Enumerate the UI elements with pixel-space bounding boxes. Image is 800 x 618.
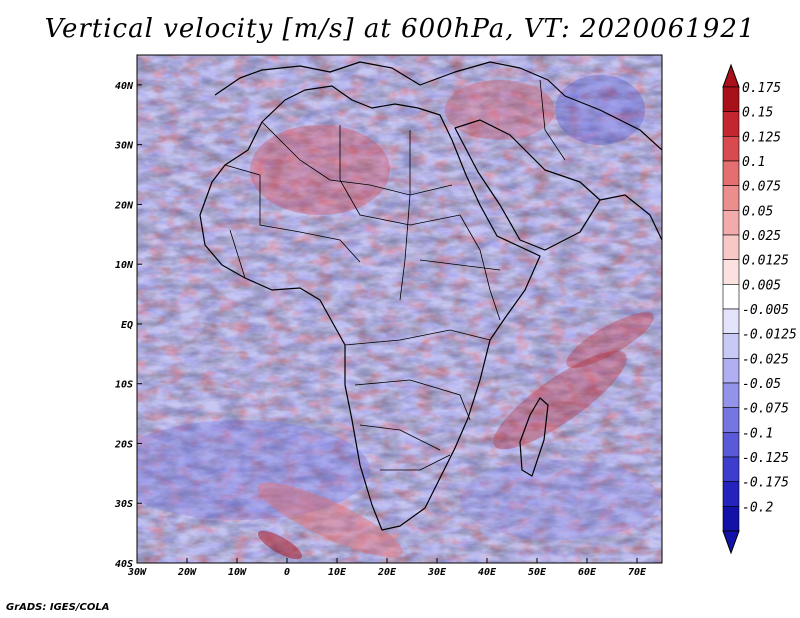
country-borders: [224, 79, 566, 471]
colorbar-swatch: [722, 407, 740, 433]
lon-tick-label: 30E: [427, 567, 447, 578]
colorbar-swatch: [722, 234, 740, 260]
lon-tick-label: 20E: [377, 567, 397, 578]
colorbar-label: -0.025: [742, 352, 789, 367]
colorbar-swatch: [722, 210, 740, 236]
colorbar-swatch: [722, 481, 740, 507]
coastlines: [199, 61, 662, 531]
lat-tick-label: 20N: [114, 200, 134, 211]
colorbar-label: -0.1: [742, 426, 773, 441]
lat-tick-label: 40N: [115, 81, 134, 92]
colorbar-swatch: [722, 136, 740, 162]
colorbar-swatch: [722, 382, 740, 408]
lon-tick-label: 70E: [628, 567, 647, 578]
lat-tick-label: 10S: [115, 380, 133, 391]
colorbar-label: -0.175: [742, 476, 789, 491]
africa-coastline: [199, 85, 541, 531]
colorbar-label: 0.05: [742, 204, 773, 219]
lon-tick-label: 30W: [127, 567, 147, 578]
colorbar-swatch: [722, 456, 740, 482]
colorbar-swatch: [722, 358, 740, 384]
grads-credit: GrADS: IGES/COLA: [6, 602, 110, 613]
asia-coastline: [599, 194, 662, 241]
lat-tick-label: 20S: [114, 439, 133, 450]
colorbar-bottom-arrow: [722, 530, 740, 555]
latitude-axis: 40N 30N 20N 10N EQ 10S 20S 30S 40S: [114, 81, 142, 570]
colorbar-swatch: [722, 333, 740, 359]
lon-tick-label: 60E: [578, 567, 597, 578]
colorbar-swatch: [722, 432, 740, 458]
colorbar-label: -0.05: [742, 377, 781, 392]
lon-tick-label: 40E: [478, 567, 497, 578]
colorbar-label: 0.075: [742, 180, 781, 195]
colorbar-label: 0.1: [742, 155, 765, 170]
lon-tick-label: 10W: [228, 567, 247, 578]
colorbar-label: 0.0125: [742, 254, 789, 269]
colorbar-label: -0.125: [742, 451, 789, 466]
lat-tick-label: EQ: [121, 320, 133, 331]
colorbar-label: -0.0125: [742, 328, 797, 343]
colorbar-swatch: [722, 259, 740, 285]
colorbar-swatch: [722, 111, 740, 137]
colorbar-label: 0.15: [742, 106, 773, 121]
lon-tick-label: 10E: [328, 567, 347, 578]
lon-tick-label: 0: [284, 567, 290, 578]
colorbar-swatch: [722, 160, 740, 186]
lat-tick-label: 30S: [114, 499, 133, 510]
colorbar-label: 0.125: [742, 130, 781, 145]
europe-coastline: [214, 61, 662, 151]
colorbar-label: 0.025: [742, 229, 781, 244]
lon-tick-label: 50E: [528, 567, 547, 578]
lat-tick-label: 10N: [115, 260, 134, 271]
colorbar-swatch: [722, 86, 740, 112]
chart-title: Vertical velocity [m/s] at 600hPa, VT: 2…: [44, 14, 756, 44]
lon-tick-label: 20W: [177, 567, 197, 578]
lat-tick-label: 30N: [114, 141, 134, 152]
colorbar-label: -0.075: [742, 402, 789, 417]
colorbar-swatch: [722, 185, 740, 211]
colorbar-swatch: [722, 308, 740, 334]
madagascar-coastline: [519, 397, 549, 477]
colorbar-label: -0.2: [742, 500, 773, 515]
colorbar-label: 0.005: [742, 278, 781, 293]
colorbar: 0.175 0.15 0.125 0.1 0.075 0.05 0.025 0.0125 0.0…: [722, 63, 797, 555]
colorbar-swatch: [722, 284, 740, 310]
velocity-field: [137, 55, 662, 563]
colorbar-swatch: [722, 506, 740, 532]
colorbar-label: -0.005: [742, 303, 789, 318]
longitude-axis: 30W 20W 10W 0 10E 20E 30E 40E 50E 60E 70E: [127, 558, 647, 578]
colorbar-label: 0.175: [742, 81, 781, 96]
lat-tick-label: 40S: [115, 559, 133, 570]
arabia-coastline: [454, 119, 601, 251]
colorbar-top-arrow: [722, 63, 740, 88]
plot-frame: [136, 54, 663, 564]
